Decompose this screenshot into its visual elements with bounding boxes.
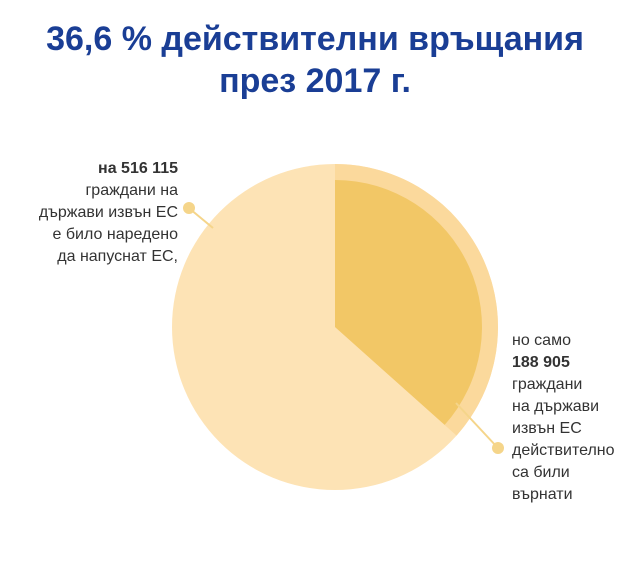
annotation-right-line-4: действително bbox=[512, 442, 615, 459]
annotation-right-line-5: са били bbox=[512, 464, 570, 481]
callout-line-left bbox=[189, 208, 214, 229]
chart-title: 36,6 % действителни връщания през 2017 г… bbox=[0, 18, 630, 102]
annotation-left-total: на 516 115 bbox=[98, 160, 178, 177]
annotation-left: на 516 115 граждани на държави извън ЕС … bbox=[12, 158, 178, 268]
annotation-right-line-6: върнати bbox=[512, 486, 573, 503]
callout-line-right bbox=[455, 402, 498, 448]
annotation-right-value: 188 905 bbox=[512, 354, 570, 371]
annotation-right-line-3: извън ЕС bbox=[512, 420, 582, 437]
annotation-left-line-1: граждани на bbox=[85, 182, 178, 199]
annotation-right-intro: но само bbox=[512, 332, 571, 349]
chart-title-line-2: през 2017 г. bbox=[219, 62, 411, 100]
annotation-right-line-1: граждани bbox=[512, 376, 583, 393]
pie-slice-returned bbox=[335, 180, 482, 425]
annotation-right-line-2: на държави bbox=[512, 398, 600, 415]
callout-dot-left bbox=[183, 202, 195, 214]
callout-dot-right bbox=[492, 442, 504, 454]
annotation-right: но само 188 905 граждани на държави извъ… bbox=[512, 330, 630, 506]
annotation-left-line-4: да напуснат ЕС, bbox=[57, 248, 178, 265]
chart-title-line-1: 36,6 % действителни връщания bbox=[46, 20, 584, 58]
annotation-left-line-3: е било наредено bbox=[52, 226, 178, 243]
annotation-left-line-2: държави извън ЕС bbox=[38, 204, 178, 221]
